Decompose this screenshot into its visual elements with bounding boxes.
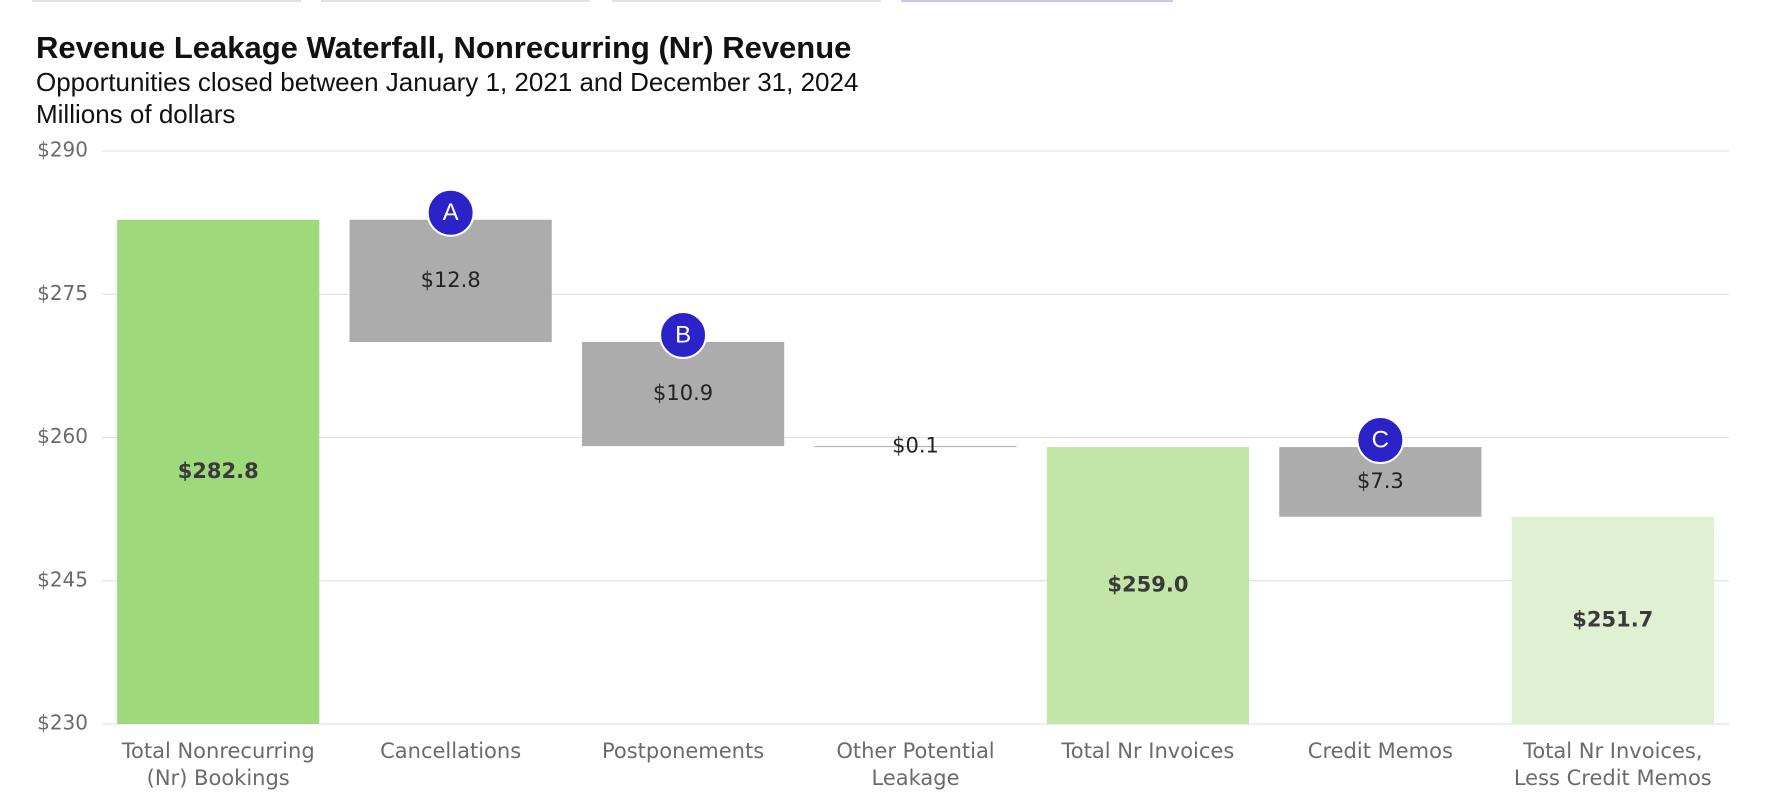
bar [349, 219, 552, 342]
tab[interactable] [32, 0, 301, 2]
x-tick-label: Other Potential Leakage [836, 739, 994, 790]
bar [117, 219, 320, 724]
y-tick-label: $260 [37, 424, 88, 448]
bar [1511, 516, 1714, 724]
y-tick-label: $230 [37, 711, 88, 735]
y-tick-label: $275 [37, 281, 88, 305]
tab[interactable] [321, 0, 590, 2]
x-tick-label: Total Nr Invoices [1061, 739, 1235, 763]
x-tick-label: Cancellations [380, 739, 521, 763]
x-tick-label: Postponements [602, 739, 764, 763]
tab[interactable] [901, 0, 1173, 2]
annotation-label: B [675, 321, 691, 348]
y-tick-label: $245 [37, 567, 88, 591]
value-label: $12.8 [421, 268, 481, 292]
value-label: $251.7 [1572, 607, 1653, 631]
y-tick-label: $290 [37, 138, 88, 162]
annotation-label: C [1372, 426, 1389, 453]
annotation-marker [426, 188, 475, 237]
chart-subtitle: Opportunities closed between January 1, … [36, 67, 858, 97]
value-label: $10.9 [653, 381, 713, 405]
tab[interactable] [612, 0, 881, 2]
value-label: $259.0 [1107, 573, 1188, 597]
x-tick-label: Total Nr Invoices, Less Credit Memos [1514, 739, 1712, 790]
annotation-marker [659, 311, 708, 359]
x-tick-label: Total Nonrecurring (Nr) Bookings [121, 739, 315, 790]
y-axis-label: Millions of dollars [36, 99, 235, 129]
bar [1046, 447, 1250, 724]
bar [814, 446, 1017, 448]
bar [581, 342, 785, 447]
value-label: $7.3 [1357, 469, 1404, 493]
annotation-marker [1356, 416, 1405, 465]
annotation-label: A [443, 199, 459, 226]
chart-title: Revenue Leakage Waterfall, Nonrecurring … [36, 30, 851, 65]
x-tick-label: Credit Memos [1308, 739, 1453, 763]
value-label: $282.8 [178, 459, 259, 483]
value-label: $0.1 [892, 434, 939, 458]
